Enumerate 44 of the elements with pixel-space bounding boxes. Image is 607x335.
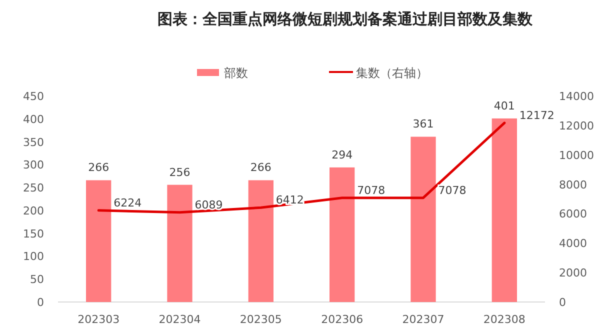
- legend-label: 集数（右轴）: [356, 66, 428, 80]
- bar: [86, 180, 112, 302]
- y2-tick-label: 14000: [559, 90, 594, 103]
- y2-tick-label: 8000: [559, 178, 587, 192]
- bar: [410, 136, 436, 302]
- y-tick-label: 0: [37, 296, 44, 309]
- data-label: 266: [88, 161, 110, 174]
- x-tick-label: 202308: [483, 313, 526, 326]
- data-label: 6089: [194, 198, 223, 212]
- x-tick-label: 202306: [321, 313, 364, 326]
- y2-tick-label: 2000: [559, 266, 587, 280]
- data-label: 7078: [438, 184, 466, 197]
- data-label: 401: [494, 99, 515, 112]
- x-tick-label: 202307: [402, 313, 444, 326]
- y-tick-label: 100: [23, 250, 44, 264]
- data-label: 361: [412, 118, 434, 131]
- y-tick-label: 450: [23, 90, 44, 103]
- data-label: 266: [250, 161, 272, 174]
- bar: [167, 184, 192, 302]
- y2-tick-label: 4000: [559, 237, 587, 250]
- y2-tick-label: 0: [559, 296, 566, 309]
- data-label: 256: [169, 166, 190, 179]
- y2-tick-label: 6000: [559, 208, 587, 221]
- chart-title: 图表：全国重点网络微短剧规划备案通过剧目部数及集数: [158, 10, 534, 28]
- y2-tick-label: 10000: [559, 148, 594, 162]
- data-label: 12172: [519, 108, 554, 122]
- bar: [330, 167, 355, 302]
- y2-tick-label: 12000: [559, 119, 594, 132]
- data-label: 6224: [114, 196, 142, 210]
- x-tick-label: 202303: [78, 313, 120, 326]
- x-tick-label: 202305: [240, 313, 282, 326]
- y-tick-label: 400: [23, 112, 44, 126]
- y-tick-label: 350: [23, 136, 44, 149]
- y-tick-label: 50: [30, 273, 44, 286]
- bar: [248, 180, 274, 302]
- y-tick-label: 150: [23, 227, 44, 240]
- bar: [492, 118, 517, 302]
- x-tick-label: 202304: [158, 313, 201, 326]
- y-tick-label: 300: [23, 158, 44, 172]
- data-label: 294: [332, 148, 353, 162]
- legend-label: 部数: [224, 66, 248, 80]
- y-tick-label: 250: [23, 182, 44, 195]
- y-tick-label: 200: [23, 204, 44, 218]
- data-label: 7078: [357, 184, 386, 197]
